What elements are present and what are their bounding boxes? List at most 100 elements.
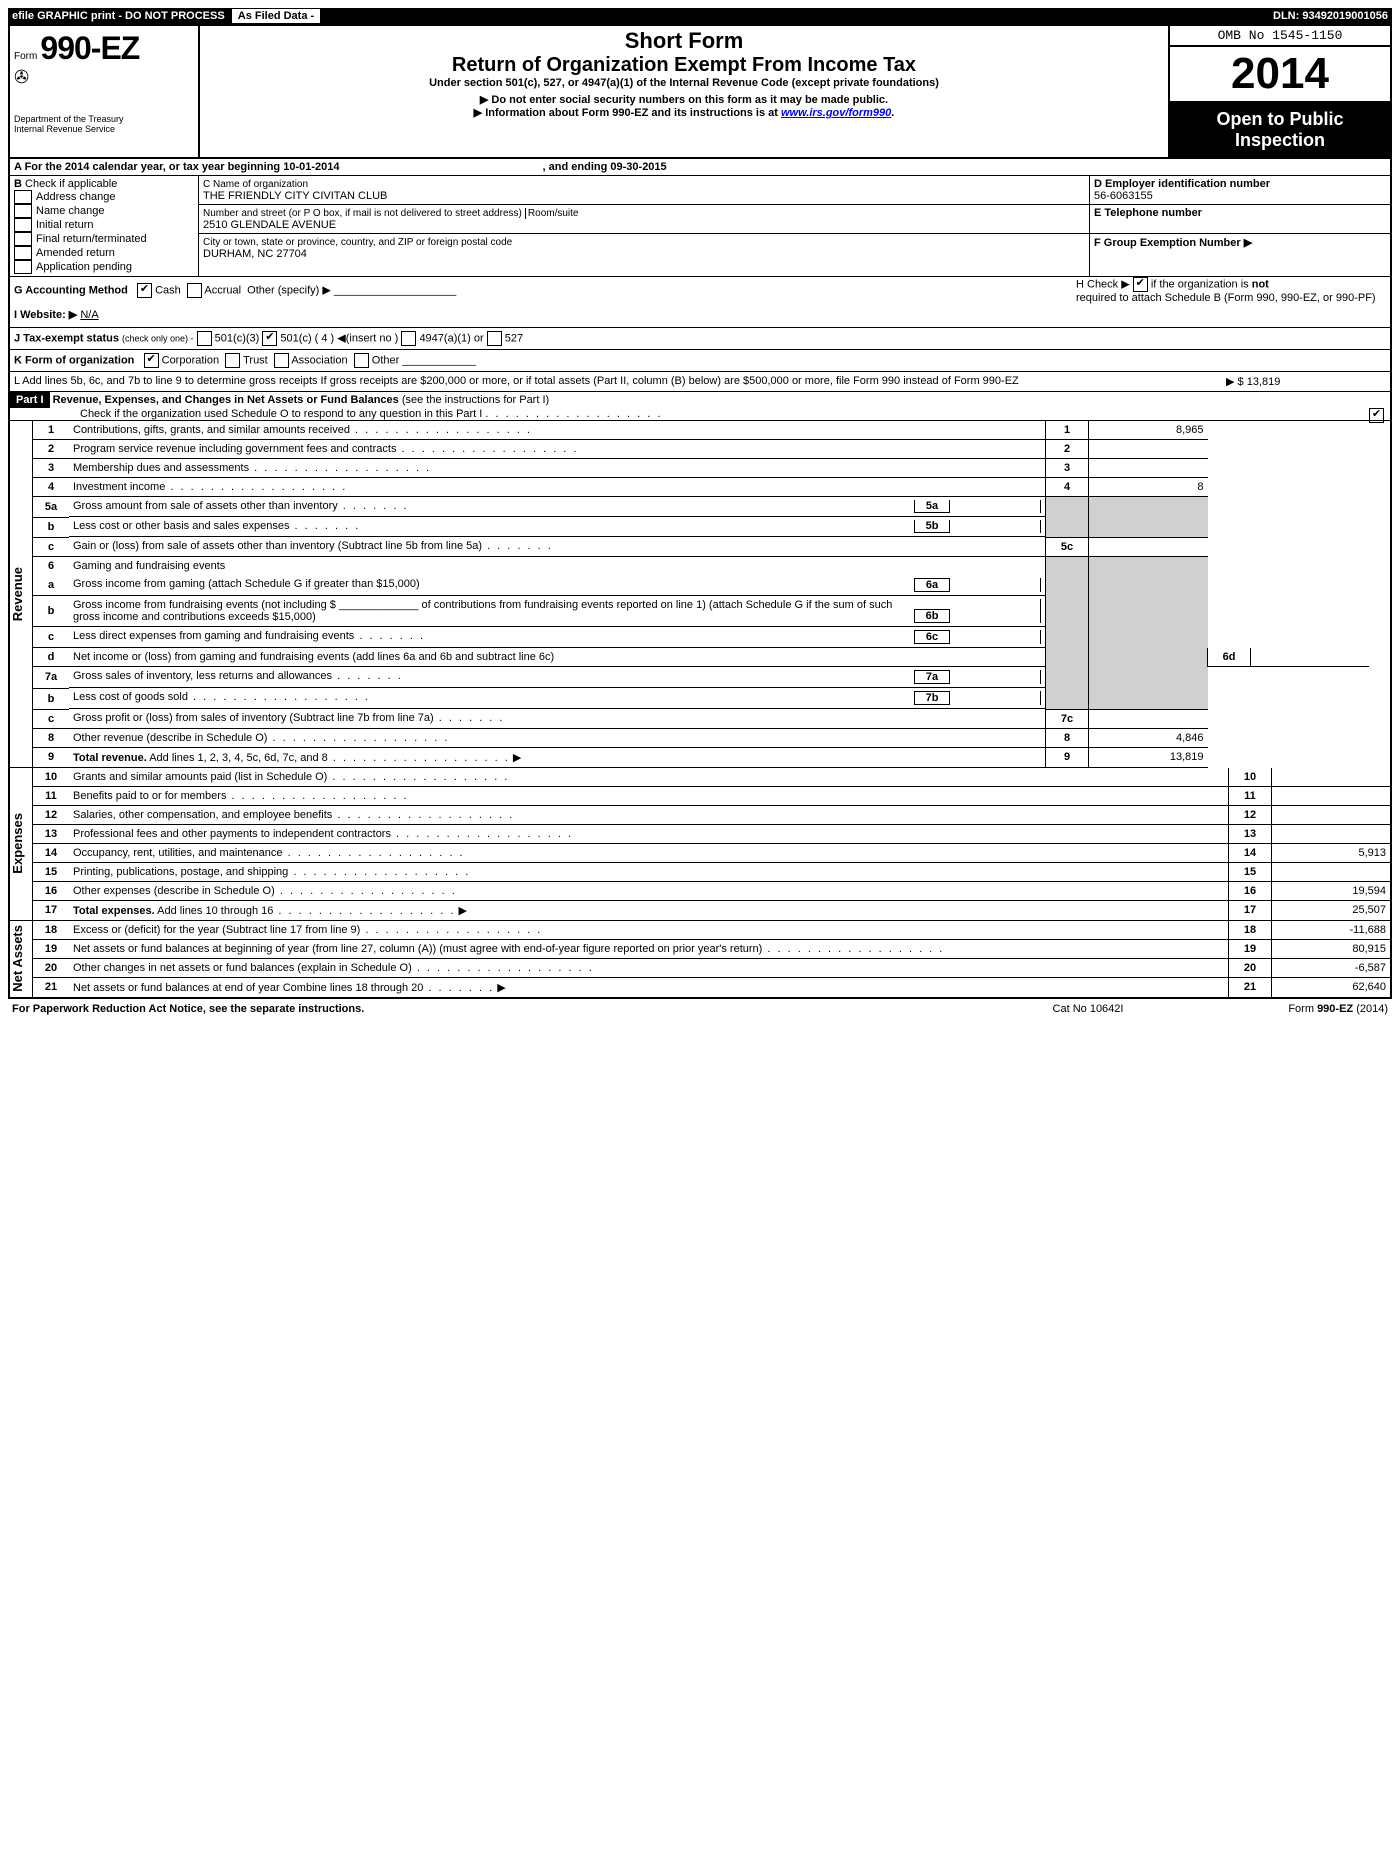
line-14-val: 5,913 [1272, 843, 1391, 862]
chk-application-pending[interactable] [14, 260, 32, 274]
h-not: not [1252, 278, 1269, 290]
line-5b-desc: Less cost or other basis and sales expen… [73, 520, 289, 532]
h-text3: required to attach Schedule B (Form 990,… [1076, 292, 1376, 304]
footer-catno: Cat No 10642I [988, 1003, 1188, 1015]
line-12-val [1272, 805, 1391, 824]
org-name: THE FRIENDLY CITY CIVITAN CLUB [203, 190, 387, 202]
part1-label: Part I [10, 392, 50, 408]
line-15-val [1272, 862, 1391, 881]
gross-receipts-amount: 13,819 [1247, 376, 1281, 388]
chk-final-return[interactable] [14, 232, 32, 246]
l-amount-prefix: ▶ $ [1226, 376, 1244, 388]
chk-corporation[interactable]: ✔ [144, 353, 159, 368]
l-text: L Add lines 5b, 6c, and 7b to line 9 to … [14, 375, 1206, 388]
line-17-desc: Total expenses. [73, 905, 155, 917]
street-address: 2510 GLENDALE AVENUE [203, 219, 336, 231]
opt-name-change: Name change [36, 205, 105, 217]
line-3-desc: Membership dues and assessments [73, 462, 249, 474]
opt-cash: Cash [155, 284, 181, 296]
irs-link[interactable]: www.irs.gov/form990 [781, 107, 891, 119]
ein-value: 56-6063155 [1094, 190, 1153, 202]
line-9-desc2: Add lines 1, 2, 3, 4, 5c, 6d, 7c, and 8 [149, 752, 328, 764]
line-5a-desc: Gross amount from sale of assets other t… [73, 500, 338, 512]
line-16-desc: Other expenses (describe in Schedule O) [73, 885, 275, 897]
k-label: K Form of organization [14, 354, 134, 366]
opt-4947: 4947(a)(1) or [419, 332, 483, 344]
line-17-desc2: Add lines 10 through 16 [157, 905, 273, 917]
tax-year-end: 09-30-2015 [610, 161, 666, 173]
line-8-val: 4,846 [1089, 728, 1208, 747]
chk-other-org[interactable] [354, 353, 369, 368]
part1-check-note: Check if the organization used Schedule … [10, 408, 482, 420]
line-18-desc: Excess or (deficit) for the year (Subtra… [73, 924, 360, 936]
expenses-table: 10Grants and similar amounts paid (list … [33, 768, 1390, 921]
chk-accrual[interactable] [187, 283, 202, 298]
as-filed-label: As Filed Data - [232, 9, 320, 23]
d-label: D Employer identification number [1094, 178, 1270, 190]
chk-501c[interactable]: ✔ [262, 331, 277, 346]
efile-notice: efile GRAPHIC print - DO NOT PROCESS [12, 10, 225, 22]
revenue-table: 1Contributions, gifts, grants, and simil… [33, 421, 1369, 768]
chk-amended-return[interactable] [14, 246, 32, 260]
opt-corporation: Corporation [162, 354, 219, 366]
chk-cash[interactable]: ✔ [137, 283, 152, 298]
line-13-val [1272, 824, 1391, 843]
chk-address-change[interactable] [14, 190, 32, 204]
do-not-enter: ▶ Do not enter social security numbers o… [206, 93, 1162, 106]
line-2-val [1089, 440, 1208, 459]
revenue-vlabel: Revenue [10, 567, 32, 621]
line-19-val: 80,915 [1272, 939, 1391, 958]
line-4-desc: Investment income [73, 481, 165, 493]
line-18-val: -11,688 [1272, 921, 1391, 940]
opt-other-org: Other [372, 354, 400, 366]
line-6c-desc: Less direct expenses from gaming and fun… [73, 630, 354, 642]
chk-527[interactable] [487, 331, 502, 346]
chk-trust[interactable] [225, 353, 240, 368]
line-17-val: 25,507 [1272, 900, 1391, 920]
column-b: B Check if applicable Address change Nam… [10, 176, 199, 276]
netassets-section: Net Assets 18Excess or (deficit) for the… [10, 921, 1390, 997]
opt-501c: 501(c) ( 4 ) ◀(insert no ) [280, 332, 398, 344]
under-section: Under section 501(c), 527, or 4947(a)(1)… [206, 77, 1162, 89]
h-box: H Check ▶ ✔ if the organization is not r… [1076, 277, 1386, 304]
section-j: J Tax-exempt status (check only one) - 5… [10, 328, 1390, 350]
footer-form-prefix: Form [1288, 1003, 1317, 1015]
line-16-val: 19,594 [1272, 881, 1391, 900]
chk-association[interactable] [274, 353, 289, 368]
opt-amended-return: Amended return [36, 247, 115, 259]
chk-4947[interactable] [401, 331, 416, 346]
line-20-val: -6,587 [1272, 958, 1391, 977]
g-label: G Accounting Method [14, 284, 128, 296]
footer-left: For Paperwork Reduction Act Notice, see … [12, 1003, 988, 1015]
chk-name-change[interactable] [14, 204, 32, 218]
section-k: K Form of organization ✔ Corporation Tru… [10, 350, 1390, 372]
c-label: C Name of organization [203, 179, 308, 190]
line-4-val: 8 [1089, 478, 1208, 497]
footer-form-year: (2014) [1353, 1003, 1388, 1015]
expenses-section: Expenses 10Grants and similar amounts pa… [10, 768, 1390, 921]
form-header: Form 990-EZ ✇ Department of the Treasury… [10, 26, 1390, 159]
line-10-val [1272, 768, 1391, 787]
line-8-desc: Other revenue (describe in Schedule O) [73, 732, 267, 744]
chk-schedule-o[interactable]: ✔ [1369, 408, 1384, 423]
form-number: 990-EZ [40, 30, 139, 66]
netassets-vlabel: Net Assets [10, 925, 32, 992]
form-outer: Form 990-EZ ✇ Department of the Treasury… [8, 24, 1392, 999]
omb-number: OMB No 1545-1150 [1170, 26, 1390, 47]
room-label: Room/suite [525, 208, 579, 219]
opt-501c3: 501(c)(3) [215, 332, 260, 344]
line-7c-val [1089, 709, 1208, 728]
city-label: City or town, state or province, country… [203, 237, 512, 248]
b-check-if: Check if applicable [25, 178, 117, 190]
line-6d-desc: Net income or (loss) from gaming and fun… [73, 651, 554, 663]
chk-501c3[interactable] [197, 331, 212, 346]
j-note: (check only one) - [122, 333, 194, 343]
top-bar: efile GRAPHIC print - DO NOT PROCESS As … [8, 8, 1392, 24]
chk-initial-return[interactable] [14, 218, 32, 232]
opt-application-pending: Application pending [36, 261, 132, 273]
part1-header-row: Part I Revenue, Expenses, and Changes in… [10, 392, 1390, 421]
line-1-desc: Contributions, gifts, grants, and simila… [73, 424, 350, 436]
website-value: N/A [80, 309, 98, 321]
chk-schedule-b[interactable]: ✔ [1133, 277, 1148, 292]
line-6d-val [1251, 648, 1370, 667]
